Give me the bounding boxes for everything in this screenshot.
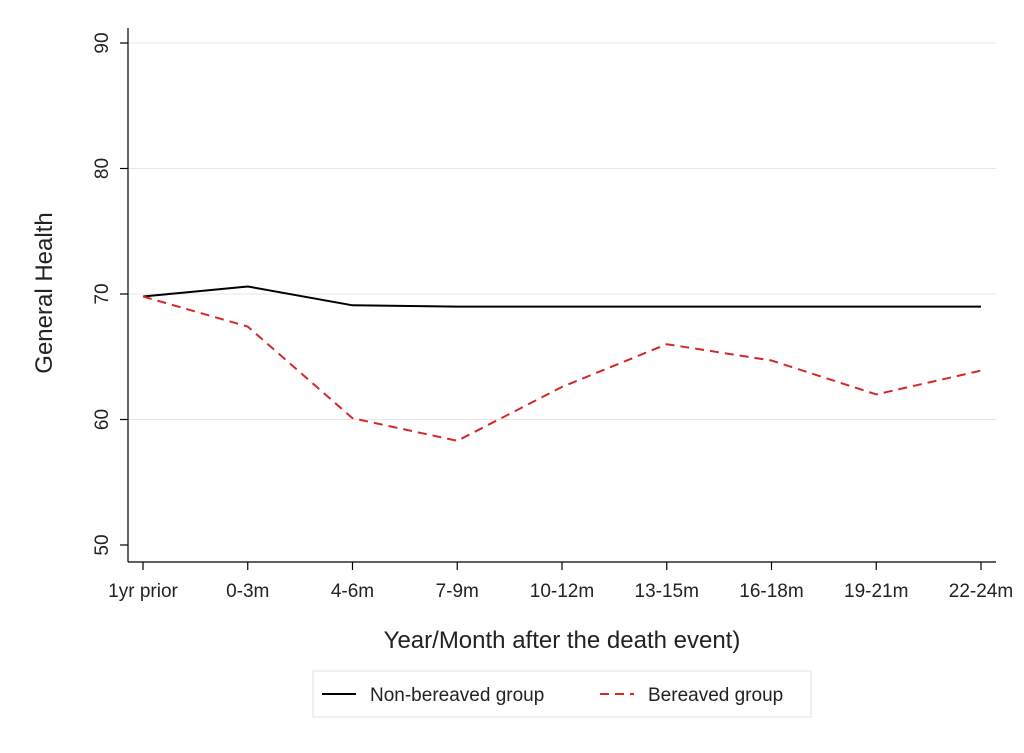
axes: 50 60 70 80 90 1yr prior 0-3m 4-6m 7-9m 10-12m 13-… xyxy=(92,28,1013,602)
y-tick-label: 80 xyxy=(92,158,113,179)
series-line-0 xyxy=(142,285,981,308)
series-line-1 xyxy=(142,295,982,442)
y-tick-label: 50 xyxy=(92,534,113,555)
x-tick-label: 4-6m xyxy=(331,581,374,602)
x-axis-title: Year/Month after the death event) xyxy=(384,627,741,654)
y-axis-title: General Health xyxy=(31,212,58,373)
y-tick-label: 90 xyxy=(92,32,113,53)
x-tick-label: 0-3m xyxy=(226,581,269,602)
x-tick-label: 22-24m xyxy=(949,581,1013,602)
x-tick-label: 19-21m xyxy=(844,581,908,602)
legend: Non-bereaved group Bereaved group xyxy=(312,670,812,718)
legend-label-non-bereaved: Non-bereaved group xyxy=(370,685,544,706)
series-lines xyxy=(142,285,982,442)
x-tick-label: 7-9m xyxy=(436,581,479,602)
x-tick-label: 1yr prior xyxy=(108,581,178,602)
legend-label-bereaved: Bereaved group xyxy=(648,685,783,706)
legend-box xyxy=(312,670,812,718)
x-tick-label: 13-15m xyxy=(635,581,699,602)
x-tick-label: 16-18m xyxy=(739,581,803,602)
x-tick-label: 10-12m xyxy=(530,581,594,602)
y-tick-label: 60 xyxy=(92,409,113,430)
gridlines xyxy=(129,42,996,420)
y-tick-label: 70 xyxy=(92,283,113,304)
